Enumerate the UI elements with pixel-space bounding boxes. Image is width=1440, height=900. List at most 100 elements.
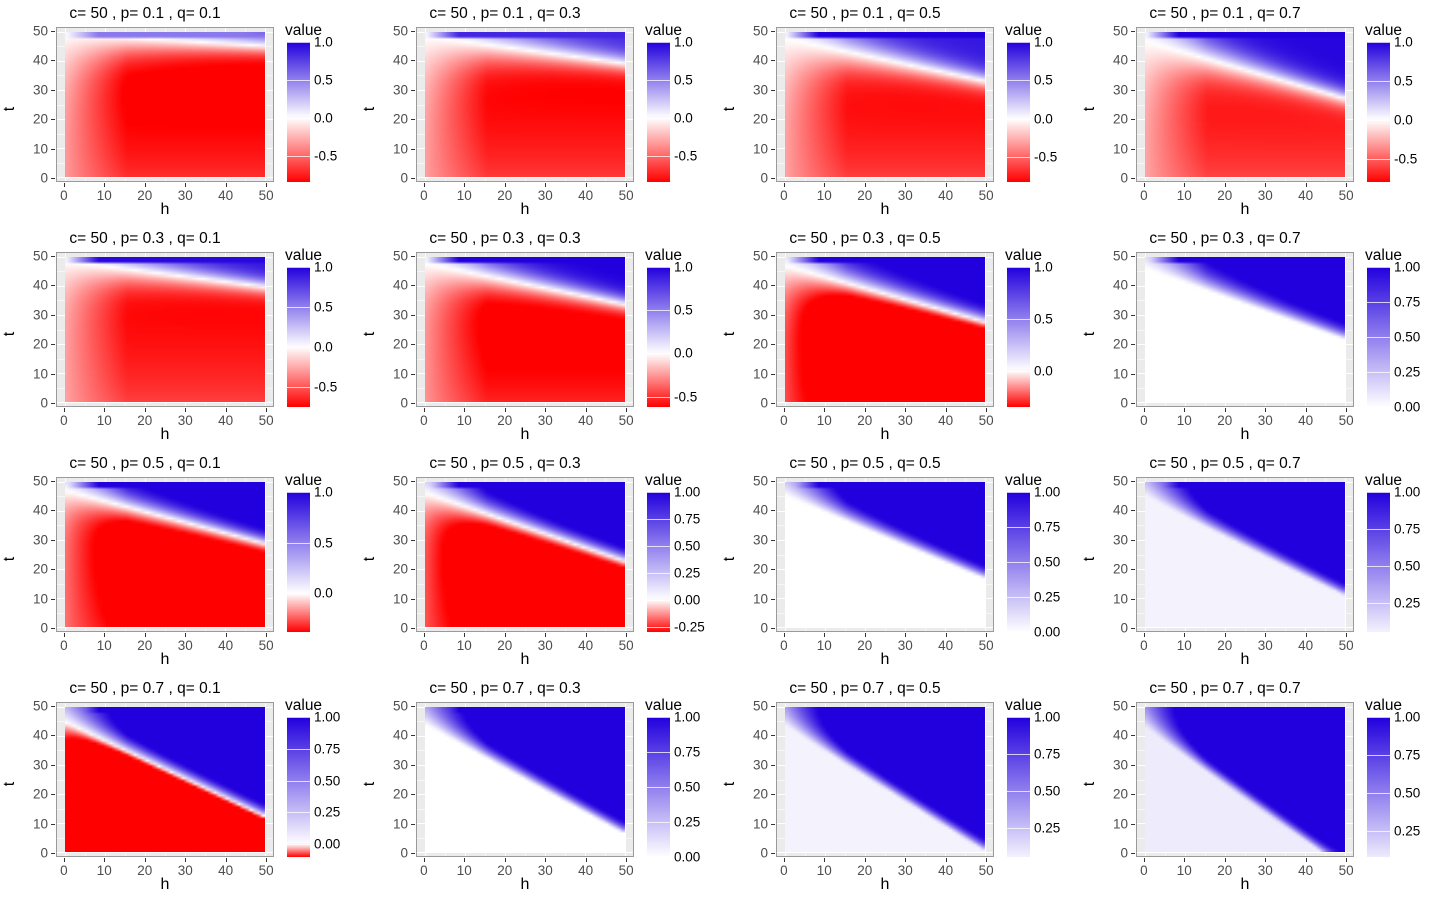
legend-tick-label: 0.25 <box>674 565 701 581</box>
y-axis-tick-mark <box>1131 853 1135 855</box>
legend-tick-label: -0.5 <box>1394 150 1418 166</box>
x-axis-tick-mark <box>423 408 425 412</box>
legend-tick-mark <box>1367 755 1390 757</box>
x-axis-tick-label: 10 <box>816 188 832 203</box>
x-axis-tick-mark <box>545 408 547 412</box>
legend-tick-mark <box>287 117 310 119</box>
facet-panel: c= 50 , p= 0.7 , q= 0.7 0 10 20 30 40 50 t 0 10 20… <box>1080 675 1440 900</box>
y-axis-tick-label: 50 <box>392 473 408 489</box>
heatmap-canvas <box>784 256 986 403</box>
legend-tick-mark <box>1367 831 1390 833</box>
x-axis-tick-mark <box>1265 633 1267 637</box>
x-axis-tick-label: 40 <box>1298 863 1314 878</box>
heatmap-canvas <box>64 481 266 628</box>
gridline-horizontal <box>57 402 273 404</box>
legend-colorbar-canvas <box>647 267 670 407</box>
y-axis-tick-label: 30 <box>392 307 408 323</box>
x-axis-tick-mark <box>864 183 866 187</box>
x-axis-label: h <box>520 426 530 443</box>
y-axis-label: t <box>1081 331 1099 337</box>
y-axis-tick-label: 20 <box>392 111 408 127</box>
x-axis-tick-label: 10 <box>456 863 472 878</box>
y-axis-tick-label: 40 <box>32 277 48 293</box>
legend-tick-mark <box>1367 602 1390 604</box>
panel-background <box>776 27 994 182</box>
x-axis: 0 10 20 30 40 50 <box>56 408 274 430</box>
x-axis-tick-label: 30 <box>1257 413 1273 428</box>
heatmap-canvas <box>1144 256 1346 403</box>
legend: value 1.0 0.5 0.0 -0.5 <box>1365 22 1440 182</box>
x-axis-tick-mark <box>104 183 106 187</box>
y-axis-tick-label: 20 <box>1112 111 1128 127</box>
legend-tick-label: 0.50 <box>674 538 701 554</box>
y-axis-tick-mark <box>411 285 415 287</box>
x-axis-tick-mark <box>423 633 425 637</box>
y-axis-label: t <box>361 781 379 787</box>
x-axis-tick-label: 10 <box>96 638 112 653</box>
panel-background <box>56 702 274 857</box>
y-axis-tick-label: 30 <box>32 532 48 548</box>
y-axis-tick-mark <box>411 314 415 316</box>
y-axis-tick-label: 0 <box>400 620 408 636</box>
legend-tick-mark <box>647 545 670 547</box>
legend: value 1.0 0.5 0.0 -0.5 <box>645 247 720 407</box>
x-axis-tick-mark <box>464 633 466 637</box>
panel-background <box>416 702 634 857</box>
y-axis-tick-mark <box>411 735 415 737</box>
y-axis-tick-label: 50 <box>32 248 48 264</box>
y-axis-tick-mark <box>1131 705 1135 707</box>
plot-area: 0 10 20 30 40 50 <box>753 24 994 184</box>
legend-title: value <box>645 472 683 489</box>
gridline-horizontal <box>1137 627 1353 629</box>
facet-panel: c= 50 , p= 0.7 , q= 0.5 0 10 20 30 40 50 t 0 10 20… <box>720 675 1080 900</box>
x-axis-tick-label: 20 <box>857 188 873 203</box>
x-axis-tick-label: 10 <box>456 413 472 428</box>
x-axis-tick-mark <box>63 858 65 862</box>
legend-tick-label: 1.0 <box>1034 259 1053 275</box>
gridline-horizontal <box>417 627 633 629</box>
x-axis-label: h <box>880 876 890 893</box>
y-axis-tick-label: 40 <box>1112 277 1128 293</box>
y-axis-tick-label: 0 <box>1120 170 1128 186</box>
plot-area: 0 10 20 30 40 50 <box>393 474 634 634</box>
y-axis-tick-mark <box>411 794 415 796</box>
legend: value 1.00 0.75 0.50 0.25 0.00 <box>285 697 360 857</box>
x-axis-tick-mark <box>626 633 628 637</box>
y-axis-tick-mark <box>1131 510 1135 512</box>
y-axis-tick-label: 50 <box>32 698 48 714</box>
x-axis-tick-mark <box>1265 408 1267 412</box>
x-axis-tick-mark <box>905 633 907 637</box>
panel-background <box>416 477 634 632</box>
x-axis: 0 10 20 30 40 50 <box>1136 633 1354 655</box>
y-axis-tick-mark <box>1131 89 1135 91</box>
y-axis-tick-mark <box>771 705 775 707</box>
x-axis-tick-mark <box>144 183 146 187</box>
x-axis-tick-label: 40 <box>578 638 594 653</box>
y-axis-tick-mark <box>51 89 55 91</box>
x-axis-tick-label: 50 <box>978 413 994 428</box>
x-axis-tick-label: 50 <box>618 863 634 878</box>
legend-tick-label: 1.00 <box>1394 259 1421 275</box>
x-axis-tick-mark <box>104 408 106 412</box>
x-axis: 0 10 20 30 40 50 <box>56 858 274 880</box>
x-axis-tick-label: 10 <box>816 863 832 878</box>
legend-tick-mark <box>1007 527 1030 528</box>
y-axis-tick-mark <box>51 285 55 287</box>
x-axis-tick-mark <box>1184 633 1186 637</box>
x-axis-tick-mark <box>1346 408 1348 412</box>
panel-background <box>416 252 634 407</box>
legend-tick-label: 1.0 <box>674 259 693 275</box>
x-axis-tick-label: 20 <box>857 413 873 428</box>
x-axis-tick-mark <box>1224 633 1226 637</box>
legend: value 1.00 0.75 0.50 0.25 <box>1005 697 1080 857</box>
y-axis-tick-label: 20 <box>1112 336 1128 352</box>
legend-tick-label: 1.00 <box>1394 709 1421 725</box>
legend-tick-mark <box>647 155 670 157</box>
x-axis-tick-mark <box>945 633 947 637</box>
y-axis-label: t <box>1 331 19 337</box>
legend: value 1.0 0.5 0.0 -0.5 <box>285 247 360 407</box>
x-axis-tick-label: 20 <box>137 638 153 653</box>
y-axis-tick-label: 30 <box>1112 307 1128 323</box>
legend-tick-label: 0.25 <box>1394 364 1421 380</box>
y-axis-tick-mark <box>51 539 55 541</box>
